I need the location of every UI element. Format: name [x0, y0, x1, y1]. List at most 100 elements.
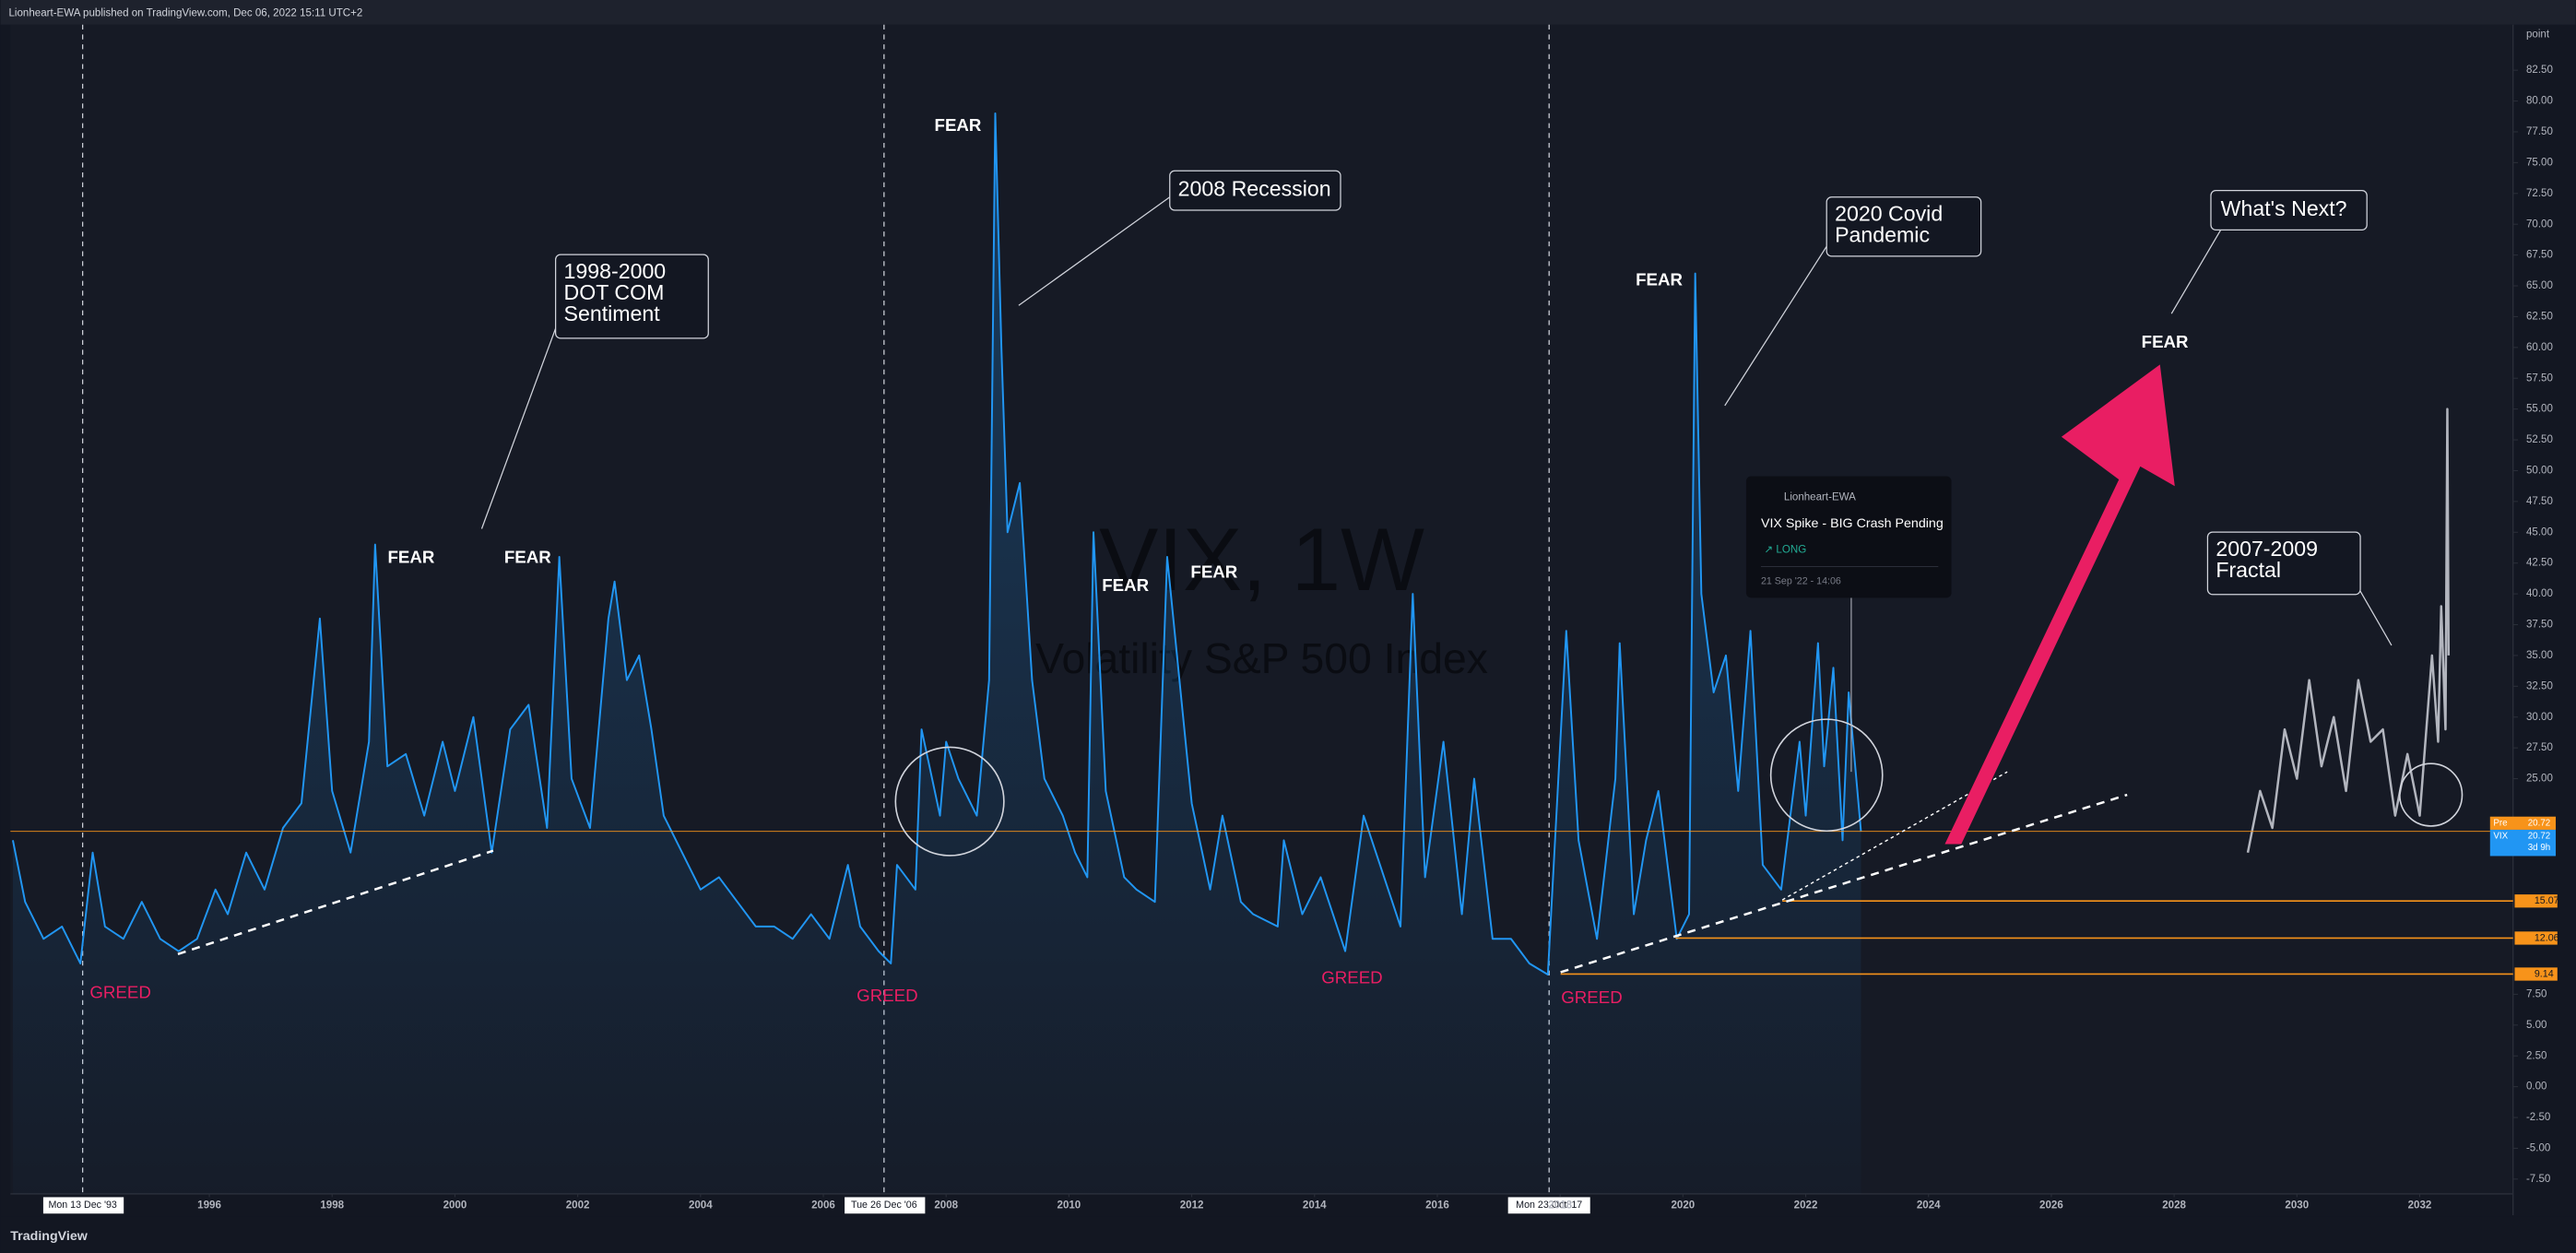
y-tick-label: 45.00	[2526, 526, 2553, 538]
x-tick-label: 2002	[566, 1200, 590, 1211]
series-line	[2246, 408, 2451, 853]
leader	[1724, 245, 1827, 407]
level-label: 9.14	[2535, 968, 2554, 979]
footer-logo: TradingView	[10, 1229, 89, 1244]
callout-box	[554, 254, 709, 339]
x-tick-label: 2008	[934, 1200, 958, 1211]
callout-text: 2020 Covid	[1835, 201, 1943, 225]
fear-label: FEAR	[1102, 575, 1149, 595]
fear-label: FEAR	[504, 548, 551, 567]
callout-text: 2007-2009	[2216, 537, 2318, 561]
y-tick-label: 77.50	[2526, 126, 2553, 137]
x-tick-label: 2014	[1303, 1200, 1327, 1211]
y-tick-label: 7.50	[2526, 988, 2547, 999]
x-tick-label: 2030	[2285, 1200, 2309, 1211]
x-tick-label: 2010	[1058, 1200, 1081, 1211]
leader	[480, 328, 557, 529]
trend-line	[1560, 793, 2128, 974]
date-marker: Mon 23 Oct '17	[1516, 1200, 1582, 1211]
y-tick-label: -5.00	[2526, 1142, 2550, 1153]
idea-date: 21 Sep '22 - 14:06	[1761, 575, 1841, 586]
pre-price: 20.72	[2528, 818, 2550, 828]
greed-label: GREED	[857, 986, 917, 1005]
idea-card-box[interactable]	[1745, 476, 1952, 598]
callout-text: DOT COM	[564, 280, 665, 304]
idea-title: VIX Spike - BIG Crash Pending	[1761, 516, 1944, 531]
x-tick-label: 2026	[2039, 1200, 2063, 1211]
greed-label: GREED	[1321, 967, 1382, 987]
circle	[1769, 718, 1884, 833]
callout-box	[1826, 196, 1982, 257]
callout-text: 1998-2000	[564, 259, 667, 283]
callout-text: Sentiment	[564, 301, 661, 325]
date-marker-box	[1507, 1197, 1590, 1214]
fear-label: FEAR	[1636, 270, 1683, 290]
y-tick-label: 75.00	[2526, 157, 2553, 168]
level-label: 12.06	[2535, 932, 2559, 943]
y-tick-label: 47.50	[2526, 496, 2553, 507]
y-tick-label: 37.50	[2526, 620, 2553, 631]
level-badge	[2514, 931, 2558, 945]
callout-text: Fractal	[2216, 558, 2281, 582]
date-marker: Tue 26 Dec '06	[851, 1200, 917, 1211]
x-tick-label: 2020	[1671, 1200, 1695, 1211]
y-tick-label: 82.50	[2526, 65, 2553, 76]
x-tick-label: 2018	[1548, 1200, 1572, 1211]
x-tick-label: 2028	[2162, 1200, 2186, 1211]
fear-label: FEAR	[935, 115, 982, 135]
y-tick-label: 55.00	[2526, 404, 2553, 415]
y-tick-label: 35.00	[2526, 650, 2553, 661]
y-tick-label: -2.50	[2526, 1112, 2550, 1123]
series-line	[11, 112, 1862, 975]
date-marker-box	[42, 1197, 124, 1214]
y-tick-label: 27.50	[2526, 742, 2553, 753]
y-tick-label: 2.50	[2526, 1050, 2547, 1061]
callout-text: What's Next?	[2221, 196, 2347, 220]
level-label: 15.07	[2535, 895, 2559, 906]
idea-direction: ↗ LONG	[1765, 545, 1807, 556]
y-tick-label: 40.00	[2526, 588, 2553, 599]
date-marker: Mon 13 Dec '93	[48, 1200, 116, 1211]
watermark-title: VIX, 1W	[1099, 511, 1424, 609]
y-tick-label: 5.00	[2526, 1020, 2547, 1031]
callout: 2020 Covid Pandemic	[1724, 196, 1982, 407]
arrow	[1944, 364, 2175, 845]
callout-box	[2206, 531, 2361, 596]
fear-label: FEAR	[387, 548, 434, 567]
leader	[1018, 196, 1171, 306]
circle	[2399, 762, 2464, 827]
y-tick-label: 65.00	[2526, 280, 2553, 291]
x-tick-label: 2006	[811, 1200, 835, 1211]
header-bar	[0, 0, 2576, 25]
y-tick-label: 70.00	[2526, 219, 2553, 230]
watermark-subtitle: Volatility S&P 500 Index	[1035, 634, 1488, 682]
y-tick-label: 50.00	[2526, 466, 2553, 477]
x-tick-label: 1998	[320, 1200, 344, 1211]
idea-author: Lionheart-EWA	[1784, 492, 1856, 503]
y-tick-label: 62.50	[2526, 311, 2553, 322]
callout-box	[2210, 189, 2368, 231]
idea-card[interactable]: Lionheart-EWA VIX Spike - BIG Crash Pend…	[1745, 476, 1952, 598]
level-badge	[2514, 967, 2558, 981]
x-tick-label: 2004	[689, 1200, 713, 1211]
greed-label: GREED	[1561, 987, 1622, 1007]
callout-text: 2008 Recession	[1178, 177, 1331, 201]
fear-label: FEAR	[1190, 562, 1237, 582]
axis-unit: point	[2526, 29, 2550, 40]
y-tick-label: 60.00	[2526, 342, 2553, 353]
y-tick-label: 57.50	[2526, 372, 2553, 384]
x-tick-label: 2016	[1425, 1200, 1449, 1211]
header: Lionheart-EWA published on TradingView.c…	[9, 7, 363, 18]
countdown: 3d 9h	[2528, 843, 2550, 853]
y-tick-label: 25.00	[2526, 774, 2553, 785]
x-tick-label: 2012	[1180, 1200, 1204, 1211]
x-tick-label: 2000	[443, 1200, 467, 1211]
last-badge	[2489, 829, 2557, 857]
y-tick-label: 42.50	[2526, 558, 2553, 569]
y-tick-label: 0.00	[2526, 1082, 2547, 1093]
callout: What's Next?	[2170, 189, 2368, 314]
y-tick-label: 30.00	[2526, 712, 2553, 723]
callout-text: Pandemic	[1835, 223, 1930, 247]
callout: 1998-2000 DOT COM Sentiment	[480, 254, 709, 529]
y-tick-label: 72.50	[2526, 188, 2553, 199]
